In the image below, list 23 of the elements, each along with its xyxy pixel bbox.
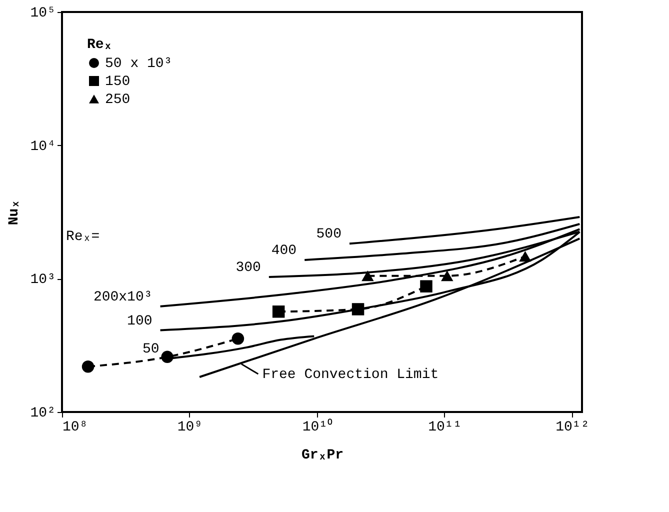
legend-label: 150 <box>105 74 130 90</box>
series-label: 400 <box>271 243 297 260</box>
x-tick-label: 10¹² <box>556 420 590 436</box>
y-tick-label: 10⁵ <box>30 6 56 22</box>
series-label: 100 <box>127 313 152 330</box>
y-tick-label: 10⁴ <box>30 138 56 155</box>
y-axis-title: Nuₓ <box>6 200 22 226</box>
y-tick-label: 10² <box>30 406 56 422</box>
x-tick-label: 10¹¹ <box>428 420 462 436</box>
y-tick-label: 10³ <box>30 272 56 288</box>
series-label: 500 <box>316 226 342 243</box>
legend-label: 250 <box>105 92 130 108</box>
x-tick-label: 10¹⁰ <box>302 418 333 436</box>
x-axis-title: GrₓPr <box>301 448 344 464</box>
series-label: 50 <box>142 342 160 358</box>
series-label: 300 <box>236 260 261 276</box>
x-tick-label: 10⁹ <box>177 420 203 436</box>
x-tick-label: 10⁸ <box>62 420 88 436</box>
series-label: 200x10³ <box>93 289 152 306</box>
legend-label: 50 x 10³ <box>105 56 172 72</box>
legend-title: Reₓ <box>87 37 112 53</box>
annotation: Free Convection Limit <box>262 367 439 383</box>
annotation: Reₓ= <box>66 229 100 245</box>
